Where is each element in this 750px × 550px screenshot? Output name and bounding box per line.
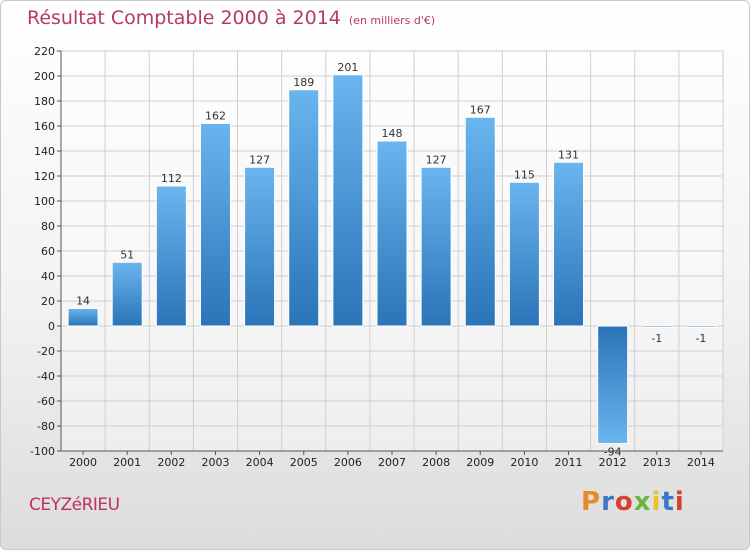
data-label-2013: -1 [651, 332, 662, 345]
bar-2010 [508, 181, 540, 327]
x-tick-label: 2007 [378, 456, 406, 469]
y-tick-label: -20 [37, 345, 55, 358]
x-tick-label: 2003 [201, 456, 229, 469]
x-tick-label: 2010 [510, 456, 538, 469]
y-tick-label: 80 [41, 220, 55, 233]
y-tick-label: 100 [34, 195, 55, 208]
commune-name: CEYZéRIEU [29, 495, 120, 515]
bar-2013 [641, 325, 673, 328]
y-tick-label: -60 [37, 395, 55, 408]
x-tick-label: 2002 [157, 456, 185, 469]
y-tick-label: 0 [48, 320, 55, 333]
y-tick-label: -40 [37, 370, 55, 383]
data-label-2001: 51 [120, 248, 134, 261]
y-tick-label: -100 [30, 445, 55, 458]
x-tick-label: 2005 [290, 456, 318, 469]
bar-2007 [376, 140, 408, 327]
y-tick-label: 20 [41, 295, 55, 308]
bar-2008 [420, 166, 452, 327]
data-label-2007: 148 [382, 127, 403, 140]
logo-letter: i [651, 487, 662, 517]
bar-2003 [199, 123, 231, 327]
data-label-2010: 115 [514, 168, 535, 181]
x-tick-label: 2001 [113, 456, 141, 469]
data-label-2000: 14 [76, 295, 90, 308]
y-tick-label: 160 [34, 120, 55, 133]
x-tick-label: 2006 [334, 456, 362, 469]
x-tick-label: 2013 [643, 456, 671, 469]
y-tick-label: 120 [34, 170, 55, 183]
data-label-2004: 127 [249, 153, 270, 166]
data-label-2002: 112 [161, 172, 182, 185]
data-label-2008: 127 [426, 153, 447, 166]
title-text: Résultat Comptable 2000 à 2014 [27, 7, 341, 29]
y-tick-label: 200 [34, 70, 55, 83]
bar-2012 [597, 325, 629, 444]
data-label-2011: 131 [558, 148, 579, 161]
data-label-2005: 189 [293, 76, 314, 89]
bar-2014 [685, 325, 717, 328]
logo-letter: P [581, 487, 602, 517]
bar-2004 [244, 166, 276, 327]
y-tick-label: 140 [34, 145, 55, 158]
bar-2009 [464, 116, 496, 327]
logo-letter: o [614, 487, 634, 517]
chart-title: Résultat Comptable 2000 à 2014 (en millie… [27, 7, 435, 29]
bar-2000 [67, 308, 99, 327]
y-tick-label: 40 [41, 270, 55, 283]
y-tick-label: 220 [34, 45, 55, 58]
y-tick-label: 180 [34, 95, 55, 108]
logo-letter: i [674, 487, 685, 517]
data-label-2014: -1 [695, 332, 706, 345]
x-tick-label: 2012 [599, 456, 627, 469]
x-tick-label: 2009 [466, 456, 494, 469]
bar-2005 [288, 89, 320, 327]
proxiti-logo[interactable]: Proxiti [581, 487, 685, 517]
x-tick-label: 2014 [687, 456, 715, 469]
x-tick-label: 2000 [69, 456, 97, 469]
bar-2002 [155, 185, 187, 327]
y-tick-label: 60 [41, 245, 55, 258]
bar-2001 [111, 261, 143, 327]
x-tick-label: 2004 [246, 456, 274, 469]
title-unit: (en milliers d'€) [348, 14, 436, 27]
logo-letter: t [661, 487, 675, 517]
data-label-2003: 162 [205, 110, 226, 123]
logo-letter: x [633, 487, 652, 517]
data-label-2009: 167 [470, 103, 491, 116]
data-label-2006: 201 [337, 61, 358, 74]
logo-letter: r [601, 487, 615, 517]
bar-2011 [553, 161, 585, 327]
bar-2006 [332, 74, 364, 327]
x-tick-label: 2011 [555, 456, 583, 469]
x-tick-label: 2008 [422, 456, 450, 469]
y-tick-label: -80 [37, 420, 55, 433]
